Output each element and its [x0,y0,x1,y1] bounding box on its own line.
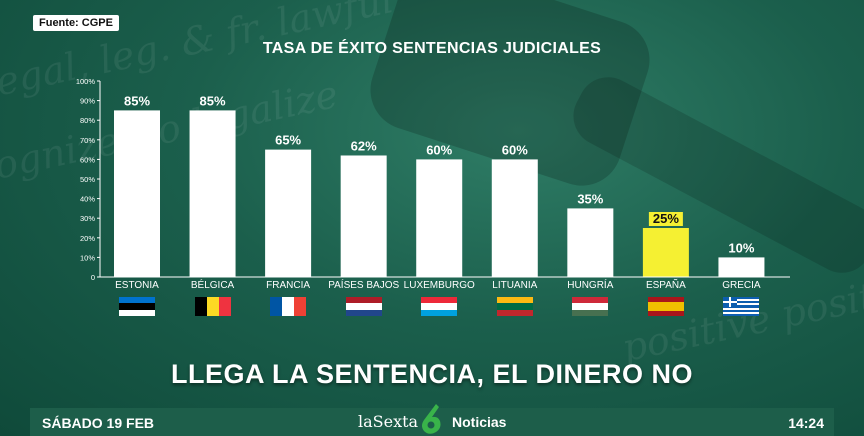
date-label: SÁBADO 19 FEB [42,415,155,431]
y-tick-label: 50% [80,175,95,184]
highlight-label-background [648,212,683,226]
x-tick-label: LITUANIA [492,280,537,291]
y-tick-label: 0 [91,273,95,282]
estonia-flag-icon [119,297,155,316]
france-flag-icon [270,297,307,316]
bar-0 [114,110,160,278]
y-tick-label: 60% [80,155,95,164]
bar-value-label: 60% [502,142,528,157]
bars-group: 85% 85% 65% 62% 60% 60% 35% 25% 10% [114,93,765,278]
x-tick-label: LUXEMBURGO [404,280,475,291]
x-tick-label: ESPAÑA [646,278,686,291]
belgium-flag-icon [194,297,231,316]
x-tick-label: FRANCIA [266,280,310,291]
y-tick-label: 30% [80,214,95,223]
y-tick-label: 40% [80,195,95,204]
y-tick-label: 70% [80,136,95,145]
x-tick-label: ESTONIA [115,280,159,291]
y-tick-label: 10% [80,253,95,262]
x-tick-label: PAÍSES BAJOS [328,278,399,291]
bar-value-label: 10% [728,240,754,255]
channel-logo-text: laSexta [358,412,419,431]
bar-value-label: 85% [124,93,150,108]
program-name: Noticias [452,414,507,430]
bar-value-label: 65% [275,133,301,148]
bar-3 [340,155,387,277]
x-tick-label: BÉLGICA [191,278,235,291]
bar-6 [567,208,614,277]
y-tick-label: 100% [76,77,96,86]
y-tick-label: 80% [80,116,95,125]
bar-1 [189,110,236,278]
chart-title: TASA DE ÉXITO SENTENCIAS JUDICIALES [262,40,602,57]
bar-5 [491,159,538,277]
bar-value-label: 25% [653,211,679,226]
clock-time: 14:24 [788,415,824,431]
bar-value-label: 60% [426,142,452,157]
x-tick-label: HUNGRÍA [567,278,613,291]
bar-7 [642,228,689,277]
luxembourg-flag-icon [421,297,458,316]
spain-flag-icon [647,297,684,316]
six-logo-icon [422,404,441,434]
bar-4 [416,159,463,277]
y-tick-label: 20% [80,234,95,243]
netherlands-flag-icon [345,297,382,316]
x-tick-label: GRECIA [722,280,761,291]
y-axis: 0 10% 20% 30% 40% 50% 60% 70% 80% 90% 100% [76,77,101,282]
bar-value-label: 62% [351,138,377,153]
bar-value-label: 35% [577,191,603,206]
lithuania-flag-icon [496,297,533,316]
bar-2 [265,149,312,277]
bar-8 [718,257,765,277]
source-label: Fuente: CGPE [33,15,119,31]
headline: LLEGA LA SENTENCIA, EL DINERO NO [170,359,694,389]
y-tick-label: 90% [80,97,95,106]
hungary-flag-icon [572,297,609,316]
greece-flag-icon [723,297,760,316]
bar-value-label: 85% [200,93,226,108]
x-axis-labels: ESTONIA BÉLGICA FRANCIA PAÍSES BAJOS LUXEMBU… [115,278,761,291]
